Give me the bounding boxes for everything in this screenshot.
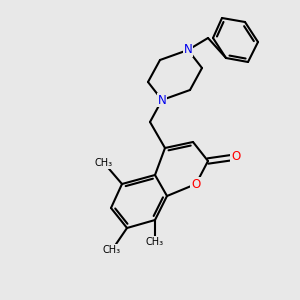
Text: CH₃: CH₃	[103, 245, 121, 255]
Text: CH₃: CH₃	[146, 237, 164, 247]
Text: O: O	[191, 178, 201, 190]
Text: O: O	[231, 151, 241, 164]
Text: N: N	[184, 44, 192, 56]
Text: N: N	[158, 94, 166, 106]
Text: CH₃: CH₃	[95, 158, 113, 168]
